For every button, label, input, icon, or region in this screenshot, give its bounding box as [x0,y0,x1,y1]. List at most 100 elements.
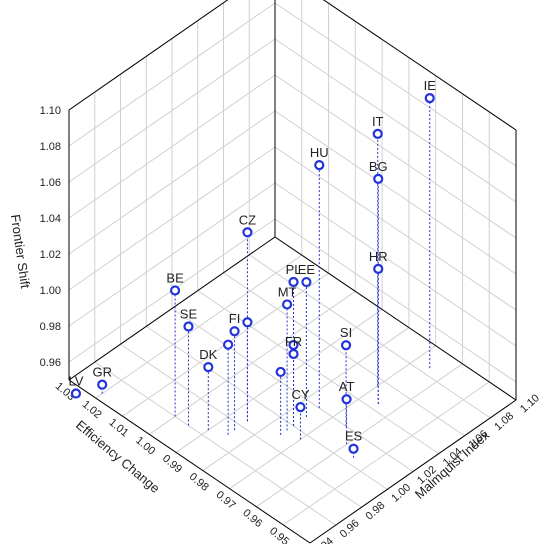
point-label: CY [291,387,309,402]
data-point [242,317,253,328]
data-point [288,276,299,288]
grid-line [223,272,465,437]
data-point [373,263,384,274]
point-label: BE [166,270,184,285]
grid-line [274,182,517,347]
data-point [348,443,359,454]
z-tick-label: 1.10 [40,105,61,117]
point-label: LV [68,374,83,389]
data-point [340,340,352,351]
box-edge [68,236,276,381]
point-label: AT [339,379,355,394]
grid-line [322,0,517,131]
grid-line [68,38,276,183]
point-label: ES [345,429,363,444]
data-point [288,348,299,360]
point-label: PL [286,262,302,277]
y-tick-label: 0.97 [214,489,238,512]
point-label: IE [424,78,437,93]
point-label: DK [199,347,217,362]
grid-line [274,146,517,311]
grid-line [274,74,517,239]
data-point [183,321,194,332]
grid-line [256,363,463,508]
data-point [373,173,384,184]
data-point [229,326,240,337]
z-tick-label: 0.96 [40,357,61,369]
data-point [242,227,253,238]
z-tick-label: 0.98 [40,321,61,333]
grid-line [274,110,517,275]
grid-line [149,290,356,435]
point-label: IT [372,114,384,129]
box-edge [68,0,229,111]
data-point [203,362,214,373]
point-label: FR [285,334,302,349]
grid-line [68,146,276,291]
grid-line [282,381,490,526]
point-label: CZ [239,212,256,227]
z-tick-label: 1.00 [40,285,61,297]
data-point [295,402,306,413]
drop-lines [101,98,431,458]
data-point [424,93,435,104]
data-point [70,388,82,399]
point-label: EE [298,262,316,277]
grid-line [68,2,276,147]
point-label: GR [92,365,112,380]
box-edge [322,0,517,131]
box-edge [274,236,517,401]
x-tick-label: 0.94 [312,535,336,544]
z-tick-label: 1.02 [40,249,61,261]
data-point [341,394,352,405]
data-point [301,276,312,288]
grid-line [145,325,388,490]
box-edge [309,399,517,544]
grid-line [229,345,436,490]
data-point [372,128,383,139]
grid-line [94,361,337,526]
grid-line [197,290,440,455]
grid-line [274,218,517,383]
grid-line [202,327,410,471]
data-point [281,299,293,310]
point-label: FI [229,311,241,326]
y-tick-label: 1.01 [106,416,130,439]
data-point [275,366,286,378]
data-point [288,339,299,351]
x-tick-label: 1.10 [518,392,542,415]
data-point [169,285,181,296]
data-point [223,339,234,350]
grid-line [274,38,517,203]
point-label: HU [310,145,329,160]
data-point [314,160,325,171]
point-label: BG [369,159,388,174]
z-axis-title: Frontier Shift [8,213,33,289]
y-tick-label: 1.00 [133,435,157,458]
y-tick-label: 0.98 [187,471,211,494]
tick-labels: 0.940.960.981.001.021.041.061.081.100.94… [40,105,542,544]
box-edges [68,0,517,544]
grid-line [175,309,383,453]
z-tick-label: 1.08 [40,141,61,153]
grid-line [120,343,362,508]
point-label: SE [180,307,198,322]
data-points [70,93,435,454]
y-tick-label: 0.99 [160,453,184,476]
grid-line [68,182,276,327]
grid-line [68,110,276,255]
data-point [97,379,108,390]
box-edge [68,379,311,544]
z-tick-label: 1.04 [40,213,61,225]
grid-line [274,2,517,167]
point-label: SI [340,325,352,340]
point-label: HR [369,249,388,264]
z-tick-label: 1.06 [40,177,61,189]
y-tick-label: 0.96 [240,507,264,530]
grid-line [171,308,414,472]
grid-line [68,74,276,219]
point-label: MT [278,284,297,299]
grid-line [95,254,303,399]
